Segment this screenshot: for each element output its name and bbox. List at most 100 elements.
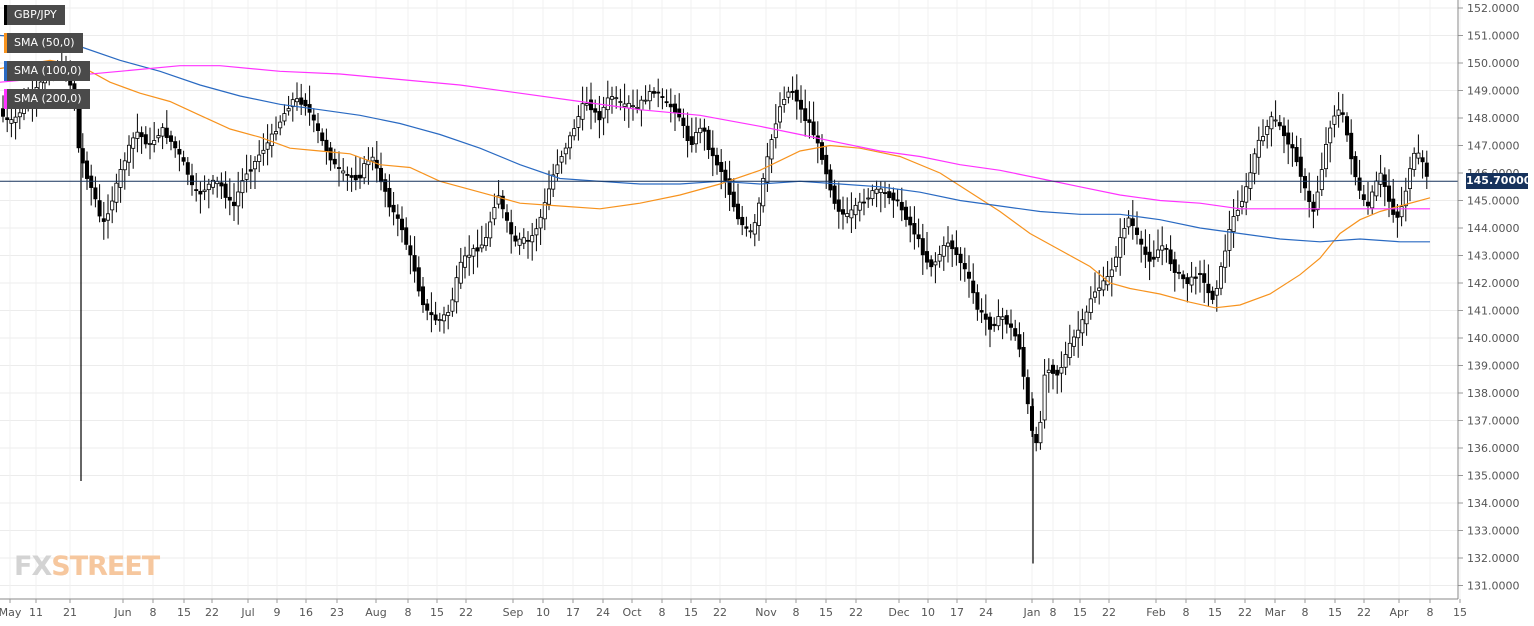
candle-body-down: [1395, 211, 1400, 218]
candle-body-down: [799, 99, 804, 110]
candle-body-up: [362, 163, 367, 179]
y-tick-label: 137.0000: [1467, 415, 1520, 428]
candle-body-up: [370, 156, 375, 162]
candle: [500, 190, 505, 219]
x-tick-label: 8: [1302, 606, 1309, 619]
candle-body-down: [248, 169, 253, 172]
candle-body-up: [866, 197, 871, 200]
candle-body-up: [147, 143, 152, 145]
candle: [702, 118, 707, 151]
candle-body-up: [278, 121, 283, 129]
candle: [895, 188, 900, 207]
candle-body-up: [1235, 209, 1240, 216]
candle-body-up: [761, 178, 766, 207]
candle: [299, 83, 304, 115]
candle-body-down: [891, 192, 896, 201]
candle-body-down: [412, 255, 417, 272]
candle-body-down: [908, 216, 913, 226]
x-tick-label: 8: [405, 606, 412, 619]
candle-body-up: [614, 97, 619, 100]
candle: [824, 146, 829, 189]
candle: [1088, 286, 1093, 320]
candle: [336, 151, 341, 187]
candle-body-up: [778, 106, 783, 123]
candle-body-up: [631, 105, 636, 108]
candle-body-down: [820, 142, 825, 160]
legend-label: GBP/JPY: [14, 8, 57, 21]
candle: [1147, 234, 1152, 281]
x-tick-label: 15: [1208, 606, 1222, 619]
candle-body-up: [479, 244, 484, 249]
candle: [925, 232, 930, 270]
candle-body-down: [1055, 369, 1060, 376]
candle: [219, 172, 224, 199]
candle: [1286, 119, 1291, 165]
candle: [467, 235, 472, 276]
candle-body-down: [76, 102, 81, 149]
y-tick-label: 151.0000: [1467, 30, 1520, 43]
candle-body-down: [887, 191, 892, 199]
candle-body-up: [933, 261, 938, 266]
candle: [1256, 126, 1261, 175]
candle: [425, 298, 430, 321]
candle: [941, 236, 946, 271]
candle-body-up: [626, 102, 631, 109]
candle-body-up: [551, 174, 556, 190]
candle-body-up: [874, 188, 879, 194]
x-tick-label: Dec: [888, 606, 909, 619]
candle: [1324, 127, 1329, 178]
candle: [1080, 308, 1085, 346]
candle-body-down: [1366, 201, 1371, 207]
candle: [1340, 93, 1345, 123]
candle: [845, 197, 850, 224]
candle-body-up: [1088, 298, 1093, 313]
candle-body-down: [702, 127, 707, 132]
candle-body-down: [652, 91, 657, 94]
candle: [1223, 234, 1228, 283]
candle: [929, 255, 934, 277]
x-tick-label: Nov: [755, 606, 777, 619]
candle: [1063, 341, 1068, 376]
candle: [135, 113, 140, 153]
candle: [89, 164, 94, 206]
candle-body-down: [883, 192, 888, 194]
candle-body-up: [450, 299, 455, 312]
candle-body-down: [332, 158, 337, 165]
candle-body-up: [618, 101, 623, 103]
candle-body-down: [315, 123, 320, 132]
candle-body-up: [261, 149, 266, 154]
candle-body-up: [1156, 249, 1161, 258]
candle-body-down: [1147, 251, 1152, 262]
candle: [1038, 410, 1043, 450]
candle: [441, 306, 446, 334]
candle-body-up: [252, 161, 257, 170]
candle: [168, 130, 173, 151]
candle-body-up: [1336, 109, 1341, 116]
candle: [362, 156, 367, 185]
candle-body-down: [681, 117, 686, 126]
candle-body-up: [1416, 152, 1421, 159]
candle-body-down: [336, 167, 341, 169]
candle-body-down: [1193, 276, 1198, 279]
candle: [5, 106, 10, 133]
candle-body-down: [899, 202, 904, 211]
y-tick-label: 141.0000: [1467, 305, 1520, 318]
candle-body-up: [584, 103, 589, 106]
candle: [521, 228, 526, 250]
candle: [1021, 332, 1026, 390]
candle: [1164, 244, 1169, 263]
candle: [962, 247, 967, 282]
candle-body-down: [420, 286, 425, 306]
candle: [631, 89, 636, 121]
x-tick-label: Jan: [1023, 606, 1041, 619]
candle: [1210, 286, 1215, 305]
candle: [647, 84, 652, 110]
candle-body-up: [1370, 191, 1375, 209]
candle: [1118, 218, 1123, 276]
sma200-line: [0, 65, 1430, 210]
candle-body-down: [689, 136, 694, 145]
candle: [597, 95, 602, 139]
candle: [1412, 147, 1417, 177]
candle-body-up: [1319, 169, 1324, 191]
x-tick-label: 9: [274, 606, 281, 619]
